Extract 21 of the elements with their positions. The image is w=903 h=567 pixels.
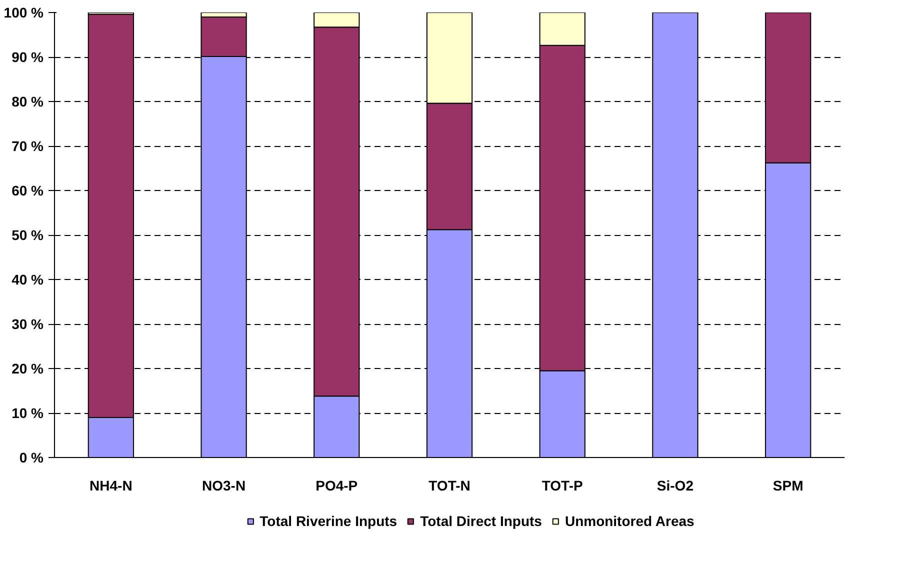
y-tick-label: 40 % <box>12 272 44 288</box>
y-tick-label: 100 % <box>4 4 44 20</box>
x-tick-label: TOT-P <box>542 478 583 494</box>
y-tick-label: 20 % <box>12 360 44 376</box>
legend-label: Total Direct Inputs <box>420 513 542 529</box>
y-tick-label: 0 % <box>19 450 44 466</box>
y-tick-label: 30 % <box>12 316 44 332</box>
legend-label: Total Riverine Inputs <box>260 513 398 529</box>
x-tick-label: TOT-N <box>428 478 470 494</box>
y-tick-label: 60 % <box>12 182 44 198</box>
y-tick-label: 50 % <box>12 227 44 243</box>
legend-label: Unmonitored Areas <box>564 513 694 529</box>
y-tick-label: 90 % <box>12 49 44 65</box>
x-tick-label: Si-O2 <box>656 478 694 494</box>
x-tick-label: SPM <box>772 478 804 494</box>
x-tick-label: NH4-N <box>90 478 132 494</box>
y-tick-label: 70 % <box>12 138 44 154</box>
y-tick-label: 10 % <box>12 405 44 421</box>
y-tick-label: 80 % <box>12 94 44 110</box>
x-tick-label: PO4-P <box>316 478 358 494</box>
x-tick-label: NO3-N <box>202 478 246 494</box>
